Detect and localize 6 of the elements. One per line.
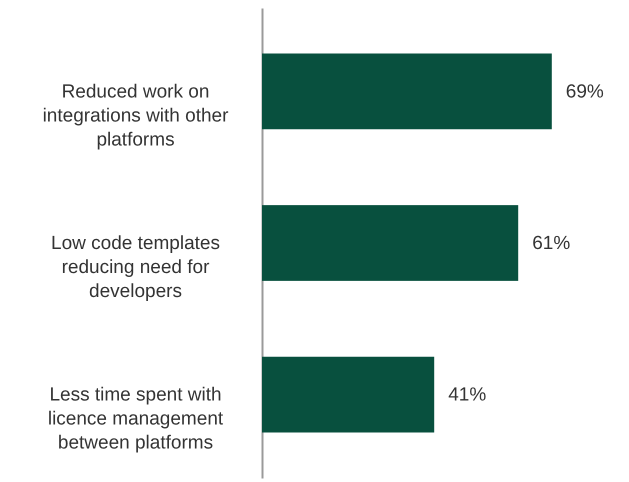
data-label: 69%: [566, 81, 604, 102]
y-tick-label: Low code templates reducing need for developers: [51, 233, 220, 302]
y-tick-label: Less time spent with licence management between platforms: [48, 384, 224, 454]
data-label: 61%: [532, 233, 570, 254]
y-tick-label: Reduced work on integrations with other platforms: [42, 81, 230, 150]
data-label: 41%: [448, 384, 486, 406]
